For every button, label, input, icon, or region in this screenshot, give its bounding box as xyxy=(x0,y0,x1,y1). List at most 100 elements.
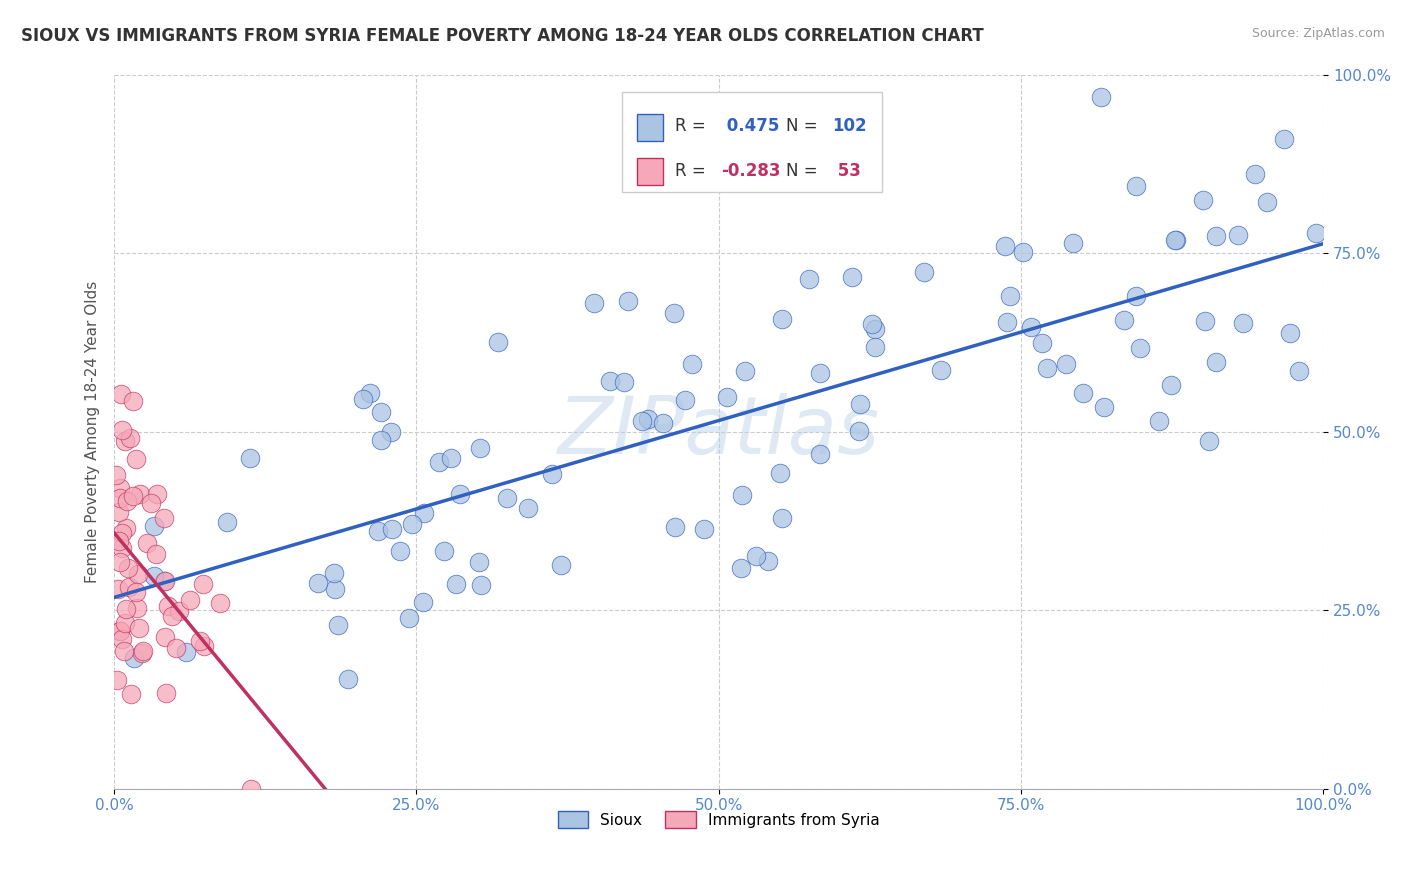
Point xyxy=(105,673,128,688)
Point xyxy=(128,621,150,635)
Point xyxy=(550,558,572,573)
Point xyxy=(114,434,136,448)
Text: R =: R = xyxy=(675,118,711,136)
Point xyxy=(107,582,129,596)
Point xyxy=(433,543,456,558)
Point xyxy=(637,412,659,426)
Point xyxy=(1090,90,1112,104)
Point xyxy=(540,467,562,481)
Point xyxy=(662,306,685,320)
Point xyxy=(745,549,768,564)
Point xyxy=(111,525,134,540)
Bar xyxy=(637,158,664,186)
Text: Source: ZipAtlas.com: Source: ZipAtlas.com xyxy=(1251,27,1385,40)
Point xyxy=(118,431,141,445)
Point xyxy=(797,271,820,285)
Point xyxy=(1191,193,1213,207)
Point xyxy=(122,393,145,408)
Point xyxy=(114,644,136,658)
Point xyxy=(120,688,142,702)
Point xyxy=(631,414,654,428)
Point xyxy=(127,567,149,582)
Point xyxy=(121,489,143,503)
Point xyxy=(486,334,509,349)
Point xyxy=(496,491,519,505)
Point xyxy=(370,405,392,419)
Point xyxy=(117,560,139,574)
Point xyxy=(124,651,146,665)
Point xyxy=(1279,326,1302,340)
Point xyxy=(104,468,127,483)
Y-axis label: Female Poverty Among 18-24 Year Olds: Female Poverty Among 18-24 Year Olds xyxy=(86,280,100,582)
Text: ZIPatlas: ZIPatlas xyxy=(558,392,880,470)
Point xyxy=(1205,355,1227,369)
Point xyxy=(110,386,132,401)
Point xyxy=(114,521,136,535)
Point xyxy=(429,455,451,469)
Point xyxy=(1164,233,1187,247)
Point xyxy=(240,781,263,796)
Point xyxy=(125,452,148,467)
Point xyxy=(849,396,872,410)
Point xyxy=(995,315,1018,329)
Point xyxy=(128,487,150,501)
Point xyxy=(323,582,346,596)
Point xyxy=(132,644,155,658)
Point xyxy=(517,500,540,515)
Text: 0.475: 0.475 xyxy=(721,118,779,136)
Point xyxy=(808,366,831,380)
Point xyxy=(731,488,754,502)
Point xyxy=(1194,314,1216,328)
Point xyxy=(613,376,636,390)
Point xyxy=(131,646,153,660)
Point xyxy=(1092,401,1115,415)
Point xyxy=(651,416,673,430)
Text: -0.283: -0.283 xyxy=(721,161,780,179)
Point xyxy=(470,578,492,592)
Point xyxy=(188,634,211,648)
Point xyxy=(191,577,214,591)
Point xyxy=(114,602,136,616)
Point xyxy=(108,624,131,639)
Point xyxy=(673,392,696,407)
Point xyxy=(1305,226,1327,240)
Point xyxy=(381,522,404,536)
Point xyxy=(142,569,165,583)
Point xyxy=(136,536,159,550)
Point xyxy=(1244,167,1267,181)
Point xyxy=(179,593,201,607)
Point xyxy=(115,493,138,508)
Point xyxy=(1256,195,1278,210)
Legend: Sioux, Immigrants from Syria: Sioux, Immigrants from Syria xyxy=(551,805,886,834)
Point xyxy=(1226,227,1249,242)
Point xyxy=(912,264,935,278)
Point xyxy=(125,585,148,599)
Point xyxy=(389,544,412,558)
Point xyxy=(862,317,884,331)
Point xyxy=(114,615,136,630)
Point xyxy=(1147,413,1170,427)
Point xyxy=(125,601,148,615)
Point xyxy=(1232,316,1254,330)
Point xyxy=(1054,357,1077,371)
Point xyxy=(155,686,177,700)
Point xyxy=(108,624,131,639)
Point xyxy=(153,574,176,588)
Text: N =: N = xyxy=(786,118,824,136)
Point xyxy=(326,618,349,632)
Point xyxy=(808,447,831,461)
Point xyxy=(617,293,640,308)
Point xyxy=(468,441,491,455)
Point xyxy=(108,491,131,505)
Point xyxy=(337,672,360,686)
Point xyxy=(1036,361,1059,376)
Point xyxy=(449,487,471,501)
Point xyxy=(582,296,605,310)
Point xyxy=(401,516,423,531)
Point xyxy=(440,451,463,466)
Point xyxy=(143,518,166,533)
Point xyxy=(215,516,238,530)
Point xyxy=(1164,233,1187,247)
Point xyxy=(770,511,793,525)
Point xyxy=(998,288,1021,302)
